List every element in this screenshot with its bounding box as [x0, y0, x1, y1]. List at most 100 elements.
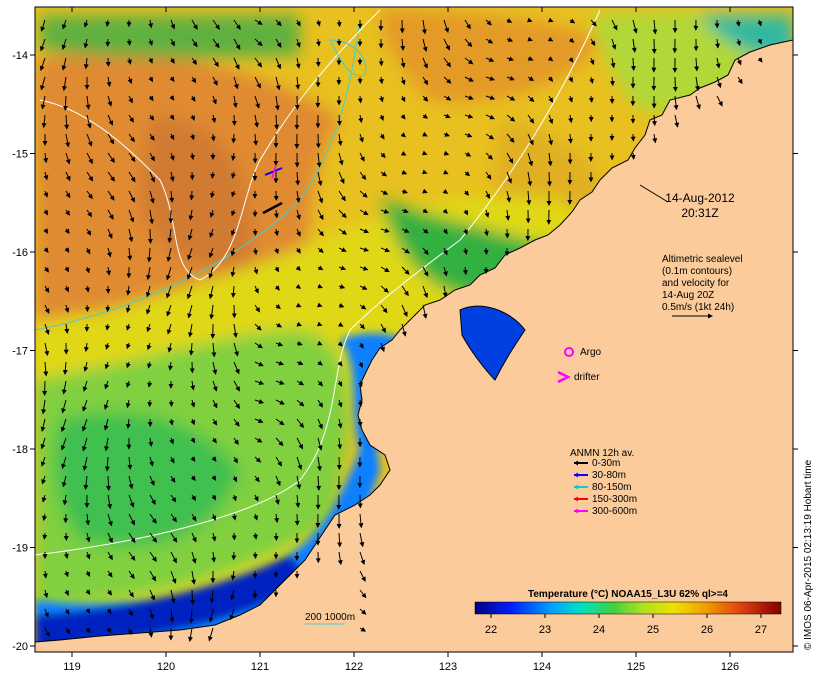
velocity-arrow — [82, 399, 88, 412]
velocity-arrow — [83, 361, 89, 372]
velocity-arrow — [168, 361, 173, 371]
velocity-arrow — [337, 399, 343, 408]
velocity-arrow — [254, 380, 265, 385]
velocity-arrow — [380, 285, 389, 293]
velocity-arrow — [338, 284, 346, 289]
y-tick-label: -16 — [12, 247, 28, 259]
velocity-arrow — [166, 304, 172, 317]
velocity-arrow — [230, 247, 236, 257]
velocity-arrow — [60, 418, 67, 433]
velocity-arrow — [40, 456, 46, 467]
velocity-arrow — [167, 342, 173, 353]
velocity-arrow — [296, 321, 303, 327]
velocity-arrow — [209, 589, 215, 604]
velocity-arrow — [106, 76, 112, 88]
velocity-arrow — [64, 608, 70, 615]
velocity-arrow — [443, 57, 451, 68]
velocity-arrow — [464, 132, 473, 138]
velocity-arrow — [81, 418, 88, 432]
velocity-arrow — [83, 342, 89, 352]
velocity-arrow — [230, 228, 236, 237]
velocity-arrow — [86, 114, 92, 129]
velocity-arrow — [422, 304, 428, 319]
velocity-arrow — [338, 265, 347, 271]
velocity-arrow — [64, 589, 69, 596]
velocity-arrow — [169, 76, 175, 82]
velocity-arrow — [147, 380, 153, 388]
velocity-arrow — [672, 76, 678, 92]
velocity-arrow — [82, 437, 88, 452]
velocity-arrow — [547, 36, 554, 42]
velocity-arrow — [83, 38, 89, 49]
velocity-arrow — [422, 113, 429, 119]
velocity-arrow — [208, 627, 214, 642]
velocity-arrow — [336, 19, 342, 28]
velocity-arrow — [83, 19, 89, 28]
velocity-arrow — [127, 76, 133, 85]
velocity-arrow — [275, 360, 285, 366]
velocity-arrow — [63, 551, 69, 559]
velocity-arrow — [189, 152, 195, 161]
velocity-arrow — [44, 323, 50, 336]
velocity-arrow — [485, 133, 495, 140]
map-time: 20:31Z — [681, 206, 718, 220]
velocity-arrow — [253, 133, 259, 146]
velocity-arrow — [65, 627, 71, 635]
anmn-mooring-arrows — [262, 164, 283, 215]
argo-label: Argo — [580, 347, 602, 358]
velocity-arrow — [295, 283, 302, 289]
velocity-arrow — [273, 209, 279, 219]
velocity-arrow — [127, 247, 133, 261]
velocity-arrow — [401, 304, 408, 318]
velocity-arrow — [337, 532, 343, 548]
anmn-legend-label: 300-600m — [592, 506, 637, 517]
isobath-1000m — [35, 19, 361, 331]
velocity-arrow — [233, 437, 239, 445]
anmn-legend-title: ANMN 12h av. — [570, 448, 634, 459]
velocity-arrow — [61, 380, 67, 395]
velocity-arrow — [186, 266, 193, 280]
velocity-arrow — [188, 608, 194, 624]
velocity-arrow — [485, 171, 492, 180]
velocity-arrow — [107, 513, 113, 527]
velocity-arrow — [337, 418, 343, 429]
velocity-arrow — [254, 475, 260, 483]
sealevel-contour — [39, 9, 381, 281]
velocity-arrow — [295, 190, 301, 204]
velocity-arrow — [148, 437, 154, 447]
velocity-arrow — [296, 360, 304, 366]
velocity-arrow — [588, 95, 594, 103]
velocity-arrow — [506, 75, 515, 81]
velocity-arrow — [275, 456, 282, 467]
velocity-arrow — [359, 209, 369, 216]
velocity-arrow — [443, 132, 451, 137]
velocity-arrow — [170, 532, 178, 543]
velocity-arrow — [254, 342, 263, 349]
velocity-arrow — [254, 323, 262, 331]
velocity-arrow — [527, 133, 534, 146]
velocity-arrow — [316, 475, 322, 491]
velocity-arrow — [715, 57, 721, 69]
velocity-arrow — [43, 190, 49, 198]
velocity-arrow — [86, 209, 93, 218]
velocity-arrow — [40, 418, 46, 432]
velocity-arrow — [736, 57, 742, 66]
velocity-arrow — [61, 57, 67, 71]
velocity-arrow — [359, 551, 366, 566]
velocity-arrow — [485, 95, 496, 100]
velocity-arrow — [337, 437, 343, 450]
sealevel-contour-small — [329, 39, 367, 77]
velocity-arrow — [274, 228, 279, 237]
velocity-arrow — [611, 38, 617, 50]
velocity-arrow — [85, 570, 91, 577]
velocity-arrow — [253, 266, 259, 275]
velocity-arrow — [338, 171, 345, 184]
velocity-arrow — [548, 17, 554, 23]
velocity-arrow — [401, 285, 409, 297]
velocity-arrow — [358, 380, 363, 388]
velocity-arrow — [208, 266, 214, 279]
velocity-arrow — [212, 76, 218, 86]
velocity-arrow — [148, 57, 153, 64]
velocity-arrow — [187, 247, 193, 261]
x-axis: 119 120 121 122 123 124 125 126 — [63, 7, 739, 673]
